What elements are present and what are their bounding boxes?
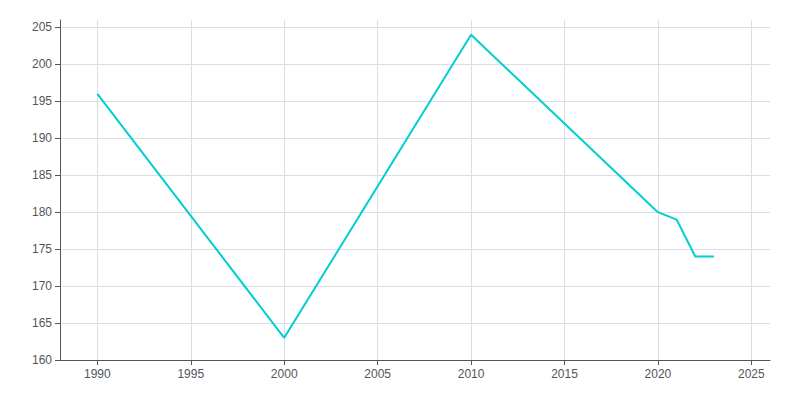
svg-text:170: 170 — [32, 279, 52, 293]
svg-text:175: 175 — [32, 242, 52, 256]
svg-text:190: 190 — [32, 131, 52, 145]
svg-text:2010: 2010 — [458, 367, 485, 381]
svg-text:1995: 1995 — [177, 367, 204, 381]
svg-text:2005: 2005 — [364, 367, 391, 381]
svg-text:2020: 2020 — [645, 367, 672, 381]
svg-text:2015: 2015 — [551, 367, 578, 381]
svg-text:200: 200 — [32, 57, 52, 71]
svg-text:195: 195 — [32, 94, 52, 108]
svg-text:165: 165 — [32, 316, 52, 330]
svg-text:2000: 2000 — [271, 367, 298, 381]
svg-text:205: 205 — [32, 20, 52, 34]
svg-text:1990: 1990 — [84, 367, 111, 381]
svg-text:185: 185 — [32, 168, 52, 182]
svg-text:180: 180 — [32, 205, 52, 219]
svg-text:2025: 2025 — [738, 367, 765, 381]
svg-text:160: 160 — [32, 353, 52, 367]
